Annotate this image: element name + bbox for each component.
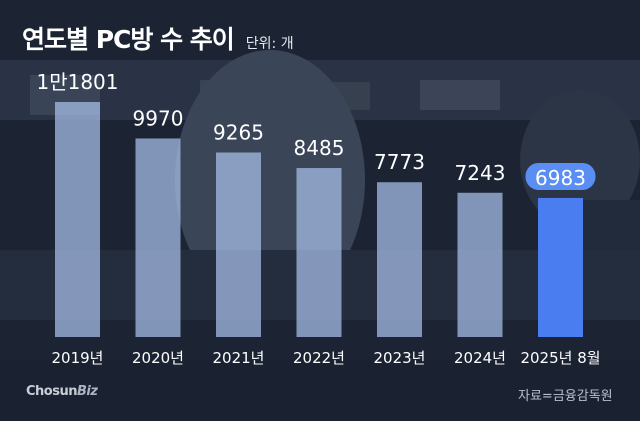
value-label-4: 7773 xyxy=(374,150,425,174)
bar-5 xyxy=(457,192,503,337)
category-label-2: 2021년 xyxy=(213,349,265,367)
category-label-4: 2023년 xyxy=(374,349,426,367)
bar-1 xyxy=(135,138,181,337)
chart-title: 연도별 PC방 수 추이 xyxy=(22,25,235,54)
bar-2 xyxy=(216,152,261,337)
value-label-1: 9970 xyxy=(133,106,184,130)
category-label-0: 2019년 xyxy=(52,349,104,367)
chosunbiz-logo: ChosunBiz xyxy=(26,384,98,399)
category-label-5: 2024년 xyxy=(454,349,506,367)
value-label-badge xyxy=(525,162,596,190)
value-label-0: 1만1801 xyxy=(36,70,118,94)
unit-label: 단위: 개 xyxy=(245,36,294,52)
category-label-3: 2022년 xyxy=(293,349,345,367)
bar-6 xyxy=(538,197,583,337)
category-label-1: 2020년 xyxy=(132,349,184,367)
bar-4 xyxy=(377,182,422,337)
bar-0 xyxy=(55,102,100,337)
bar-3 xyxy=(296,168,342,337)
value-label-6: 6983 xyxy=(535,166,586,190)
category-label-6: 2025년 8월 xyxy=(520,349,600,367)
source-note: 자료=금융감독원 xyxy=(518,389,613,404)
value-label-5: 7243 xyxy=(455,161,506,185)
value-label-2: 9265 xyxy=(213,121,264,145)
value-label-3: 8485 xyxy=(294,136,345,160)
